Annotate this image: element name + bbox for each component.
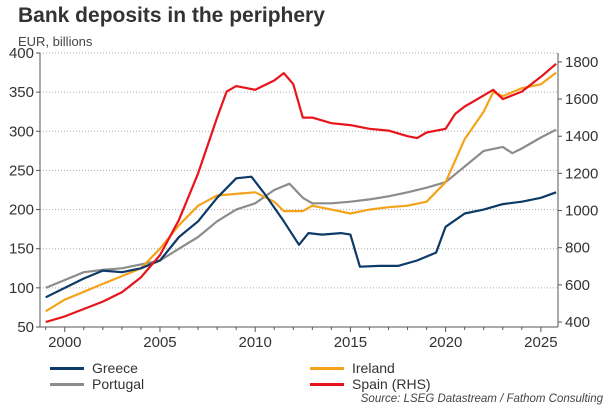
y-left-tick-label: 300 — [9, 123, 34, 140]
x-tick-label: 2000 — [48, 334, 81, 351]
chart-subtitle: EUR, billions — [18, 34, 93, 49]
legend-greece: Greece — [50, 360, 138, 376]
y-left-tick-label: 100 — [9, 280, 34, 297]
legend-swatch — [50, 382, 84, 386]
y-right-tick-label: 400 — [565, 314, 590, 331]
y-right-tick-label: 1600 — [565, 91, 598, 108]
legend-spain: Spain (RHS) — [310, 376, 431, 392]
series-line-portugal — [45, 128, 557, 289]
series-line-spain-rhs — [45, 62, 557, 324]
y-left-tick-label: 350 — [9, 84, 34, 101]
y-right-tick-label: 1000 — [565, 203, 598, 220]
legend-label: Ireland — [352, 360, 395, 376]
y-left-tick-label: 400 — [9, 45, 34, 62]
y-left-tick-label: 250 — [9, 162, 34, 179]
x-tick-label: 2015 — [334, 334, 367, 351]
x-tick-label: 2005 — [143, 334, 176, 351]
legend-portugal: Portugal — [50, 376, 144, 392]
chart-title: Bank deposits in the periphery — [18, 4, 325, 27]
y-right-tick-label: 1400 — [565, 128, 598, 145]
source-note: Source: LSEG Datastream / Fathom Consult… — [360, 393, 603, 405]
y-right-tick-label: 1200 — [565, 165, 598, 182]
y-right-tick-label: 800 — [565, 240, 590, 257]
y-left-tick-label: 200 — [9, 202, 34, 219]
x-tick-label: 2010 — [239, 334, 272, 351]
x-tick-label: 2020 — [429, 334, 462, 351]
legend-label: Spain (RHS) — [352, 376, 431, 392]
legend-swatch — [50, 366, 84, 370]
legend-swatch — [310, 382, 344, 386]
y-left-tick-label: 50 — [17, 319, 34, 336]
x-tick-label: 2025 — [524, 334, 557, 351]
y-right-tick-label: 600 — [565, 277, 590, 294]
series-line-greece — [45, 175, 557, 299]
y-right-tick-label: 1800 — [565, 54, 598, 71]
legend-label: Portugal — [92, 376, 145, 392]
legend-ireland: Ireland — [310, 360, 395, 376]
legend-swatch — [310, 366, 344, 370]
y-left-tick-label: 150 — [9, 241, 34, 258]
legend-label: Greece — [92, 360, 138, 376]
